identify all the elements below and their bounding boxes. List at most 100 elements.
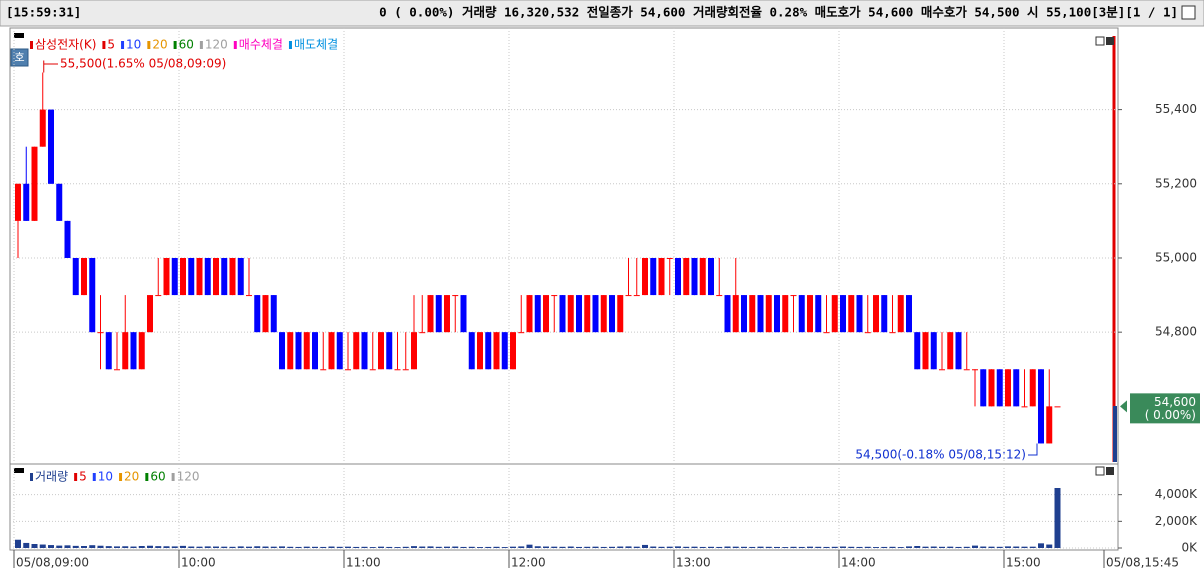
volume-bar xyxy=(64,545,71,548)
volume-bar xyxy=(749,546,756,548)
volume-bar xyxy=(642,544,648,548)
candle-body xyxy=(699,257,706,296)
volume-bar xyxy=(765,546,772,548)
candle-body xyxy=(914,332,921,370)
volume-bar xyxy=(81,546,87,548)
legend-label: 매도체결 xyxy=(294,38,338,52)
volume-bar xyxy=(625,546,632,548)
candle-body xyxy=(279,332,285,370)
candle-body xyxy=(328,332,335,370)
y-tick-label: 2,000K xyxy=(1155,514,1198,528)
candle-body xyxy=(798,295,805,333)
volume-bar xyxy=(840,546,846,548)
candle-body xyxy=(963,369,970,371)
quote-button[interactable] xyxy=(10,48,29,67)
candle-body xyxy=(196,257,203,296)
x-tick-label: 14:00 xyxy=(841,556,876,570)
candle-body xyxy=(823,332,830,334)
candle-body xyxy=(345,369,351,371)
volume-bar xyxy=(1029,546,1036,548)
candle-body xyxy=(460,295,467,333)
candle-body xyxy=(930,332,937,370)
volume-bar xyxy=(955,546,962,548)
volume-bar xyxy=(790,546,797,548)
x-tick-label: 12:00 xyxy=(511,556,546,570)
candle-body xyxy=(56,183,63,221)
volume-bar xyxy=(906,546,912,548)
candle-body xyxy=(840,295,846,333)
candle-body xyxy=(873,295,879,333)
volume-bar xyxy=(138,546,145,548)
candle-body xyxy=(716,295,723,297)
volume-bar xyxy=(130,546,137,548)
candle-body xyxy=(477,332,483,370)
legend-swatch xyxy=(288,41,292,49)
y-tick-label: 55,400 xyxy=(1155,102,1197,116)
legend-swatch xyxy=(121,41,125,49)
candle-body xyxy=(204,257,211,296)
low-annotation: 54,500(-0.18% 05/08,15:12) xyxy=(855,448,1026,462)
candle-body xyxy=(691,257,698,296)
candle-body xyxy=(378,332,384,370)
candle-body xyxy=(567,295,574,333)
candle-body xyxy=(138,332,145,370)
volume-bar xyxy=(633,546,640,548)
window-button[interactable] xyxy=(1181,5,1196,20)
candle-body xyxy=(435,295,442,333)
volume-bar xyxy=(204,546,211,548)
panel-button[interactable] xyxy=(1095,466,1105,476)
volume-bar xyxy=(881,546,888,548)
candle-body xyxy=(320,369,327,371)
volume-bar xyxy=(807,546,813,548)
volume-bar xyxy=(56,545,63,548)
volume-bar xyxy=(914,546,921,548)
candle-body xyxy=(254,295,261,333)
price-range-fill xyxy=(1113,406,1117,462)
legend-swatch xyxy=(30,41,33,49)
volume-bar xyxy=(600,546,607,548)
candle-body xyxy=(732,295,739,333)
legend-marker xyxy=(14,468,24,473)
candle-body xyxy=(551,295,558,297)
candle-body xyxy=(444,295,450,333)
volume-bar xyxy=(510,546,516,548)
panel-button[interactable] xyxy=(1095,36,1105,46)
legend-swatch xyxy=(145,473,149,481)
volume-bar xyxy=(501,547,508,548)
candle-body xyxy=(658,257,665,296)
candle-body xyxy=(1038,369,1044,444)
candle-body xyxy=(922,332,929,370)
candle-body xyxy=(543,295,549,333)
panel-close[interactable] xyxy=(1106,37,1114,45)
volume-bar xyxy=(147,545,153,548)
candle-body xyxy=(534,295,541,333)
volume-bar xyxy=(543,546,549,548)
candle-body xyxy=(708,257,714,296)
volume-bar xyxy=(427,546,434,548)
candle-body xyxy=(947,332,954,370)
volume-bar xyxy=(402,546,409,548)
candle-body xyxy=(163,257,170,296)
volume-bar xyxy=(897,547,904,548)
legend-label: 10 xyxy=(126,38,141,52)
volume-bar xyxy=(831,546,838,548)
candle-body xyxy=(336,332,343,370)
candle-body xyxy=(972,369,978,371)
panel-close[interactable] xyxy=(1106,467,1114,475)
candle-body xyxy=(848,295,855,333)
legend-label: 거래량 xyxy=(35,470,68,484)
legend-swatch xyxy=(92,473,96,481)
volume-bar xyxy=(526,544,533,548)
volume-bar xyxy=(196,546,203,548)
y-tick-label: 0K xyxy=(1181,541,1198,555)
volume-bar xyxy=(493,546,500,548)
volume-bar xyxy=(97,545,104,548)
volume-bar xyxy=(1046,544,1053,548)
candle-body xyxy=(576,295,582,333)
legend-label: 5 xyxy=(107,38,115,52)
candle-body xyxy=(23,183,30,221)
candle-body xyxy=(510,332,516,370)
x-tick-label: 10:00 xyxy=(181,556,216,570)
